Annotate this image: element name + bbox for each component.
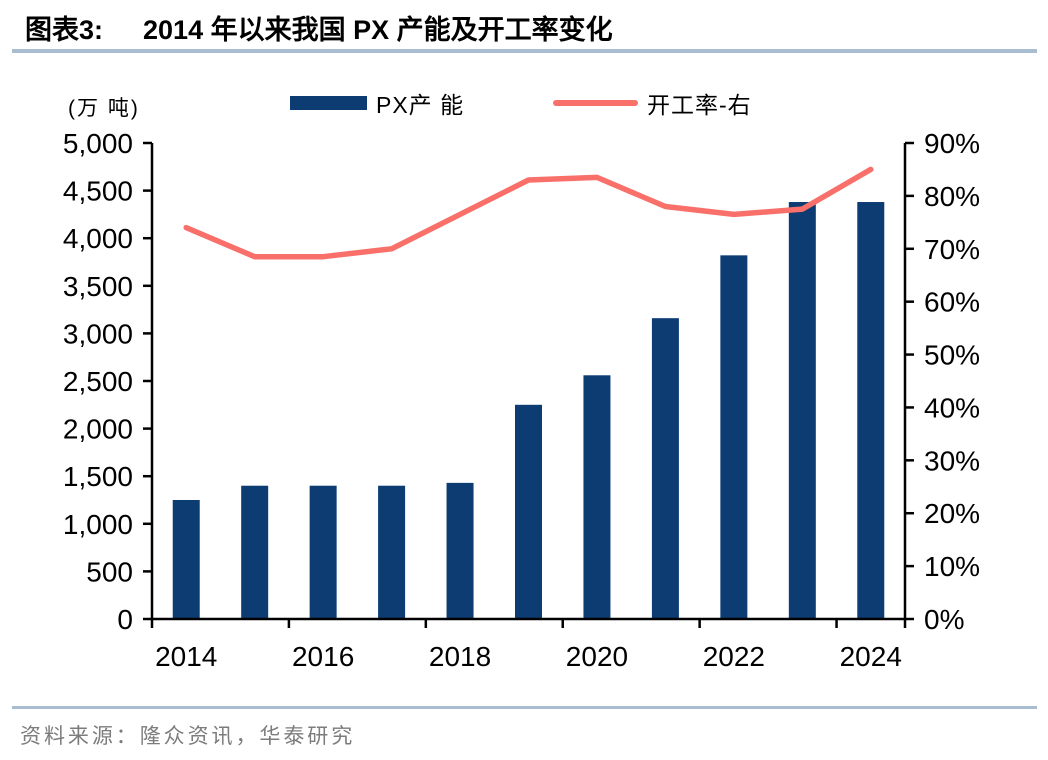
right-axis-tick-label: 40% — [924, 392, 980, 423]
x-axis-tick-label: 2022 — [703, 641, 765, 672]
right-axis-tick-label: 0% — [924, 604, 964, 635]
operating-rate-line — [183, 166, 874, 260]
right-axis-tick-label: 90% — [924, 128, 980, 159]
x-axis-tick-label: 2024 — [840, 641, 902, 672]
bar-series-swatch — [290, 96, 367, 110]
right-axis-tick-label: 10% — [924, 551, 980, 582]
legend-item-px-capacity: PX产 能 — [290, 86, 464, 120]
capacity-bar-2015 — [241, 485, 269, 619]
capacity-bar-2014 — [172, 500, 200, 619]
source-note: 资料来源：隆众资讯，华泰研究 — [20, 725, 356, 748]
figure-title: 2014 年以来我国 PX 产能及开工率变化 — [143, 15, 613, 45]
capacity-bar-2022 — [720, 255, 748, 619]
capacity-bar-2016 — [309, 485, 337, 619]
legend-label-operating-rate: 开工率-右 — [647, 92, 752, 118]
left-axis-tick-label: 2,500 — [63, 366, 133, 397]
legend-item-operating-rate: 开工率-右 — [553, 86, 752, 120]
left-axis-tick-label: 1,500 — [63, 461, 133, 492]
capacity-bar-2020 — [583, 375, 611, 619]
left-axis-tick-label: 4,000 — [63, 223, 133, 254]
left-axis-tick-label: 3,500 — [63, 271, 133, 302]
right-axis-tick-label: 70% — [924, 234, 980, 265]
figure-header: 图表3: 2014 年以来我国 PX 产能及开工率变化 — [25, 8, 613, 47]
capacity-bar-2024 — [857, 202, 885, 620]
right-axis-tick-label: 80% — [924, 181, 980, 212]
right-axis-tick-label: 20% — [924, 498, 980, 529]
right-axis-tick-label: 50% — [924, 340, 980, 371]
left-axis-tick-label: 500 — [86, 556, 133, 587]
left-axis-tick-label: 0 — [117, 604, 133, 635]
line-series-swatch — [553, 100, 638, 106]
figure-tag: 图表3: — [25, 15, 104, 45]
right-axis-tick-label: 60% — [924, 287, 980, 318]
left-axis-tick-label: 4,500 — [63, 176, 133, 207]
footer-rule — [12, 706, 1037, 709]
legend-label-px-capacity: PX产 能 — [376, 92, 465, 118]
left-axis-tick-label: 1,000 — [63, 509, 133, 540]
left-axis-tick-label: 3,000 — [63, 318, 133, 349]
title-underline — [12, 49, 1037, 53]
right-axis-tick-label: 30% — [924, 445, 980, 476]
chart-legend: PX产 能 开工率-右 — [0, 86, 1048, 120]
left-axis-tick-label: 2,000 — [63, 414, 133, 445]
capacity-bar-2018 — [446, 482, 474, 619]
left-axis-tick-label: 5,000 — [63, 128, 133, 159]
left-axis-unit-label: (万 吨) — [68, 97, 140, 120]
capacity-bar-2019 — [515, 404, 542, 619]
x-axis-tick-label: 2014 — [155, 641, 217, 672]
x-axis-tick-label: 2018 — [429, 641, 491, 672]
x-axis-tick-label: 2020 — [566, 641, 628, 672]
capacity-bar-2017 — [378, 485, 406, 619]
capacity-bar-2021 — [651, 318, 679, 619]
capacity-bar-2023 — [788, 202, 816, 620]
x-axis-tick-label: 2016 — [292, 641, 354, 672]
